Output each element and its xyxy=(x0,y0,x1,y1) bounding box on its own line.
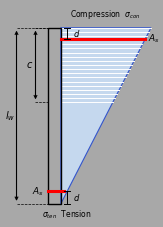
Text: $\sigma_{ten}$  Tension: $\sigma_{ten}$ Tension xyxy=(42,209,92,221)
Text: $A_s$: $A_s$ xyxy=(32,185,43,197)
Text: $l_w$: $l_w$ xyxy=(5,109,15,123)
Text: $A_s$: $A_s$ xyxy=(148,33,160,45)
Text: Compression  $\sigma_{con}$: Compression $\sigma_{con}$ xyxy=(70,8,140,21)
Text: $d$: $d$ xyxy=(74,192,81,203)
Text: $d$: $d$ xyxy=(74,28,81,39)
Polygon shape xyxy=(61,28,151,204)
Text: $c$: $c$ xyxy=(26,60,33,70)
